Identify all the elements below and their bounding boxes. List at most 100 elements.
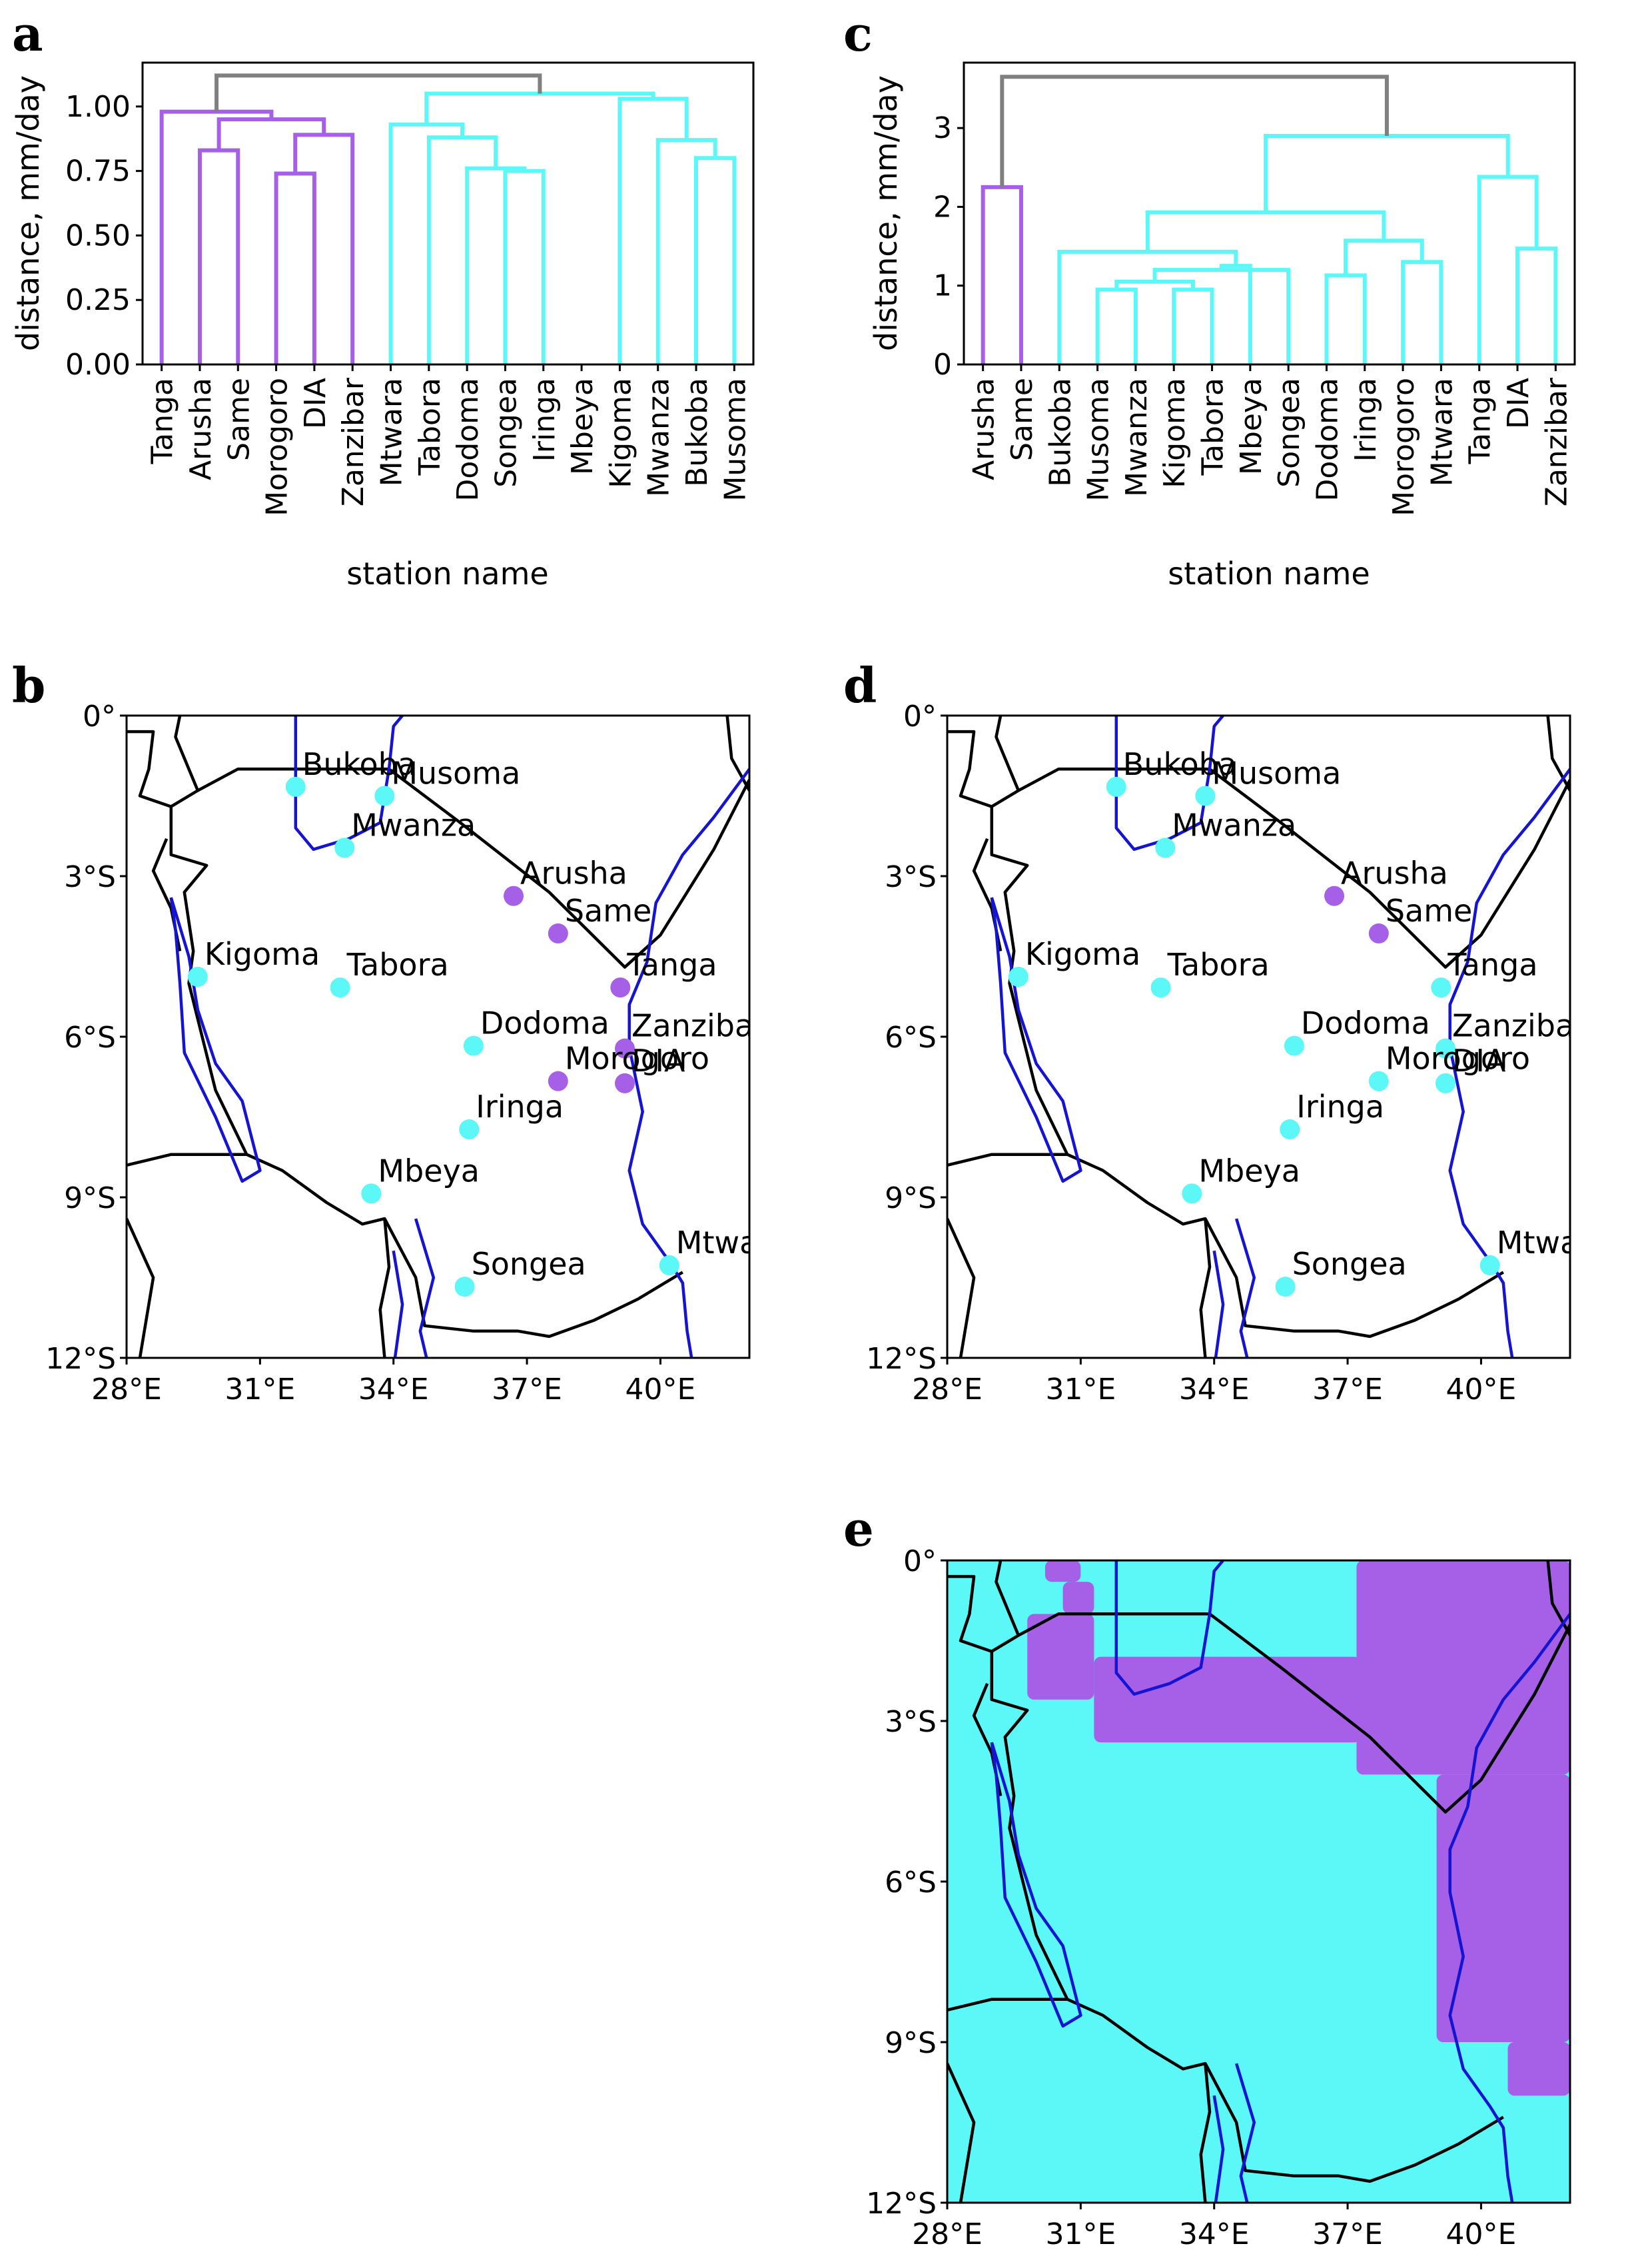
map-d-station-marker-mtwara: [1479, 1255, 1500, 1276]
map-d-station-marker-mwanza: [1155, 838, 1176, 858]
dendrogram-c-link-10: [1145, 210, 1386, 252]
map-b-station-label-arusha: Arusha: [520, 855, 627, 891]
map-b-lat-ticks: 0° 3°S 6°S 9°S 12°S: [45, 700, 127, 1376]
map-d-lat-tick-label: 3°S: [885, 860, 937, 894]
map-d-station-label-mbeya: Mbeya: [1198, 1153, 1300, 1189]
map-e-geography: [947, 1560, 1570, 2203]
dendrogram-a-frame: [141, 61, 755, 366]
map-e-lon-tick-label: 40°E: [1446, 2217, 1517, 2251]
dendrogram-a-link-12: [424, 91, 655, 125]
map-d-station-label-dia: DIA: [1452, 1043, 1506, 1079]
map-e-border-0: [1017, 1612, 1570, 1814]
map-d-station-marker-tabora: [1150, 977, 1171, 998]
map-e-lat-tick-label: 0°: [903, 1544, 937, 1578]
map-b-lat-tick-label: 9°S: [64, 1181, 116, 1215]
dendrogram-a-xtick-label: Dodoma: [451, 378, 485, 501]
dendrogram-c-link-1: [1172, 287, 1214, 364]
dendrogram-c-xtick-label: Dodoma: [1310, 378, 1344, 501]
map-b-lat-tick-label: 12°S: [45, 1342, 116, 1376]
dendrogram-a-link-2: [503, 169, 546, 364]
map-b-station-label-same: Same: [565, 893, 652, 929]
map-e-lat-tick-label: 3°S: [885, 1705, 937, 1739]
map-b-station-marker-dia: [615, 1073, 635, 1093]
map-d-station-marker-morogoro: [1368, 1071, 1389, 1091]
map-b-station-marker-mtwara: [659, 1255, 679, 1276]
map-d-station-marker-dodoma: [1284, 1035, 1304, 1056]
map-d-border-2: [947, 730, 993, 808]
map-b-station-label-mwanza: Mwanza: [351, 807, 476, 843]
map-d-border-6: [1199, 1218, 1212, 1358]
map-d-lake-shore-4: [1212, 1250, 1225, 1358]
map-b-station-label-tabora: Tabora: [346, 947, 449, 983]
map-d-station-label-same: Same: [1386, 893, 1473, 929]
map-d-station-marker-arusha: [1324, 885, 1345, 906]
map-e-purple-region-6: [1062, 1582, 1094, 1614]
dendrogram-a-link-8: [388, 122, 464, 364]
map-b-lake-shore-0: [294, 716, 404, 851]
map-d-station-marker-kigoma: [1008, 967, 1028, 987]
dendrogram-a-ytick-label: 0.25: [65, 283, 131, 317]
map-e-border-5: [947, 2063, 976, 2203]
dendrogram-c-yticks: 0 1 2 3: [933, 111, 964, 382]
dendrogram-a-link-5: [655, 138, 717, 364]
map-b-station-marker-bukoba: [285, 776, 306, 797]
map-b-station-marker-mwanza: [334, 838, 355, 858]
map-d-station-label-iringa: Iringa: [1296, 1089, 1384, 1125]
dendrogram-c-link-13: [1264, 133, 1510, 213]
map-d-station-marker-mbeya: [1182, 1183, 1202, 1204]
dendrogram-c-xtick-label: Kigoma: [1158, 378, 1192, 488]
map-d-border-1: [990, 789, 1504, 1339]
map-e: 0° 3°S 6°S 9°S 12°S 28°E 31°E 34°E 37°E 40°E: [866, 1544, 1571, 2251]
map-b-station-marker-tabora: [330, 977, 350, 998]
dendrogram-a: 0.00 0.25 0.50 0.75 1.00 Tanga Arusha Same Moro…: [10, 61, 755, 592]
map-b-station-label-musoma: Musoma: [391, 756, 520, 792]
map-d-station-marker-musoma: [1195, 786, 1216, 806]
dendrogram-a-ytick-label: 0.75: [65, 155, 131, 189]
panel-letter-d: d: [843, 657, 877, 714]
map-d-lat-tick-label: 12°S: [866, 1342, 937, 1376]
dendrogram-c-ytick-label: 3: [933, 111, 952, 145]
map-e-purple-region-5: [1044, 1560, 1081, 1582]
dendrogram-c-ylabel: distance, mm/day: [868, 75, 904, 351]
map-e-heatmap: [947, 1560, 1570, 2203]
map-b-station-label-tanga: Tanga: [626, 947, 717, 983]
map-b-lat-tick-label: 3°S: [64, 860, 116, 894]
dendrogram-a-xtick-label: Mbeya: [566, 378, 600, 475]
dendrogram-c-xtick-label: Iringa: [1349, 378, 1383, 462]
map-d-lon-tick-label: 40°E: [1446, 1373, 1517, 1407]
dendrogram-c-link-12: [1477, 175, 1539, 364]
map-e-purple-region-4: [1027, 1614, 1094, 1700]
map-d-station-label-mtwara: Mtwara: [1497, 1225, 1611, 1261]
dendrogram-c-ytick-label: 2: [933, 190, 952, 224]
map-b-station-label-mtwara: Mtwara: [676, 1225, 790, 1261]
map-e-lat-tick-label: 6°S: [885, 1866, 937, 1900]
dendrogram-c-links: [981, 75, 1558, 364]
map-b-geography: [127, 716, 749, 1358]
map-b-station-marker-dodoma: [463, 1035, 484, 1056]
map-d-station-marker-zanzibar: [1435, 1038, 1455, 1059]
panel-letter-e: e: [843, 1500, 874, 1557]
map-e-lake-shore-1: [990, 1742, 1082, 2028]
map-d-station-label-morogoro: Morogoro: [1386, 1041, 1530, 1077]
map-d-lake-shore-0: [1114, 716, 1224, 851]
dendrogram-c-xticks: Arusha Same Bukoba Musoma Mwanza Kigoma Tabora…: [967, 364, 1573, 516]
dendrogram-c-xtick-label: Arusha: [967, 378, 1001, 480]
map-d-station-marker-iringa: [1280, 1119, 1300, 1139]
map-d-station-label-tanga: Tanga: [1447, 947, 1537, 983]
dendrogram-c-xtick-label: Songea: [1272, 378, 1306, 488]
map-b-station-marker-iringa: [459, 1119, 480, 1139]
map-d-lat-tick-label: 0°: [903, 700, 937, 734]
dendrogram-c-xtick-label: Tabora: [1196, 378, 1230, 476]
map-d-lat-ticks: 0° 3°S 6°S 9°S 12°S: [866, 700, 947, 1376]
dendrogram-a-xtick-label: Bukoba: [680, 378, 714, 487]
dendrogram-a-xtick-label: DIA: [298, 378, 332, 429]
map-d-station-marker-same: [1368, 923, 1389, 943]
map-e-border-7: [1546, 1560, 1570, 1636]
map-b-lon-tick-label: 28°E: [91, 1373, 162, 1407]
dendrogram-c-xtick-label: Bukoba: [1043, 378, 1077, 487]
map-d-station-label-mwanza: Mwanza: [1172, 807, 1296, 843]
map-e-lat-tick-label: 9°S: [885, 2026, 937, 2060]
dendrogram-c-link-6: [1401, 260, 1443, 364]
